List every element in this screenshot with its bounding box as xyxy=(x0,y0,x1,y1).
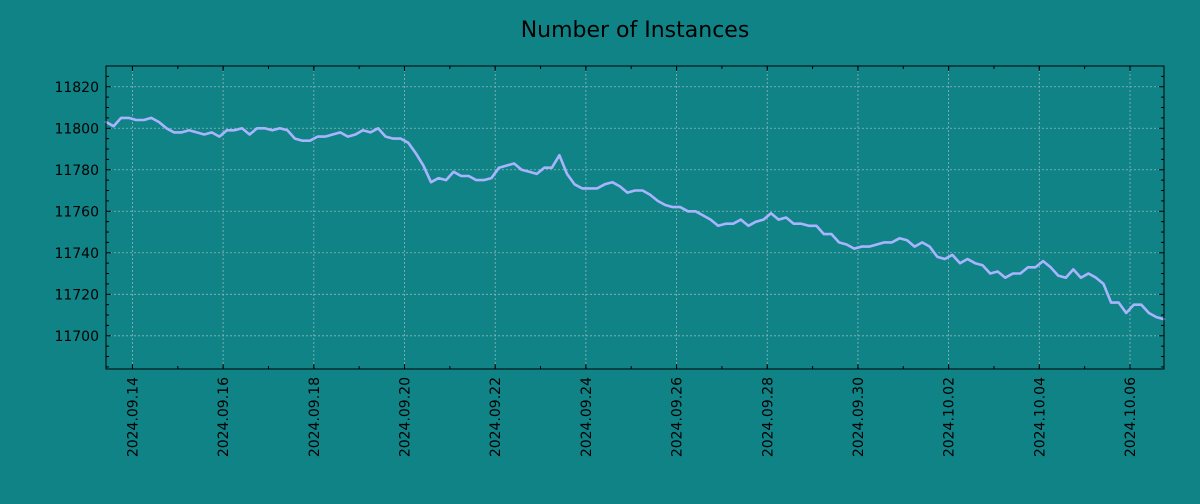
grid-lines xyxy=(106,66,1164,369)
y-tick-label: 11740 xyxy=(54,246,99,262)
x-tick-label: 2024.09.26 xyxy=(670,377,686,457)
plot-area xyxy=(106,66,1164,369)
x-tick-label: 2024.09.18 xyxy=(307,377,323,457)
y-tick-label: 11700 xyxy=(54,329,99,345)
y-tick-label: 11720 xyxy=(54,287,99,303)
x-tick-label: 2024.09.28 xyxy=(760,377,776,457)
x-tick-labels: 2024.09.14 2024.09.16 2024.09.18 2024.09.20… xyxy=(125,377,1139,457)
y-tick-label: 11780 xyxy=(54,163,99,179)
y-tick-labels: 11700 11720 11740 11760 11780 11800 11820 xyxy=(54,80,99,345)
y-tick-label: 11760 xyxy=(54,204,99,220)
x-tick-label: 2024.10.06 xyxy=(1123,377,1139,457)
x-tick-label: 2024.10.02 xyxy=(942,377,958,457)
series-layer xyxy=(104,116,1166,321)
plot-frame xyxy=(105,65,1165,370)
x-tick-label: 2024.09.20 xyxy=(398,377,414,457)
series-line xyxy=(104,116,1166,321)
x-tick-label: 2024.09.24 xyxy=(579,377,595,457)
x-tick-label: 2024.09.16 xyxy=(216,377,232,457)
y-tick-label: 11800 xyxy=(54,121,99,137)
chart-title: Number of Instances xyxy=(521,18,750,43)
x-tick-label: 2024.09.30 xyxy=(851,377,867,457)
y-tick-label: 11820 xyxy=(54,80,99,96)
x-tick-label: 2024.10.04 xyxy=(1032,377,1048,457)
axis-ticks xyxy=(106,65,1164,369)
x-tick-label: 2024.09.14 xyxy=(125,377,141,457)
x-tick-label: 2024.09.22 xyxy=(488,377,504,457)
